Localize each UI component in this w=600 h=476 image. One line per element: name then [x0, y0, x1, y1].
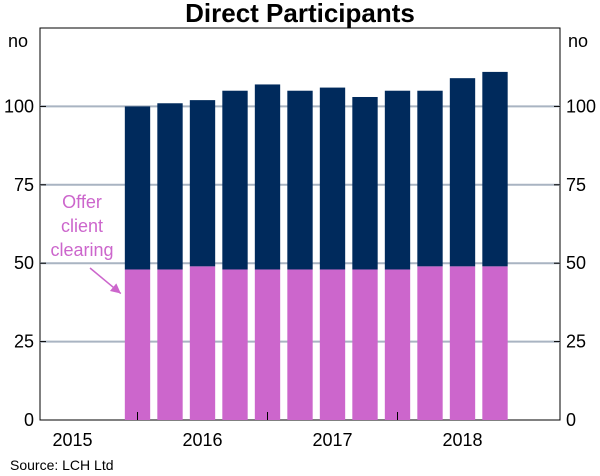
bar-client-clearing — [157, 269, 183, 420]
y-tick-label: 50 — [14, 253, 34, 273]
y-axis-left-unit: no — [8, 31, 28, 51]
bar-client-clearing — [254, 269, 281, 420]
bar-other — [319, 87, 346, 270]
y-tick-label: 75 — [14, 175, 34, 195]
bar-other — [384, 90, 411, 270]
bar-client-clearing — [449, 266, 476, 420]
bar-client-clearing — [222, 269, 248, 420]
bar-client-clearing — [319, 269, 346, 420]
annotation-line: client — [61, 216, 103, 236]
y-tick-label: 100 — [566, 96, 596, 116]
x-axis: 2015 2016 2017 2018 — [52, 412, 483, 450]
bar-other — [417, 90, 443, 267]
y-tick-label: 0 — [24, 410, 34, 430]
y-tick-label: 0 — [566, 410, 576, 430]
bar-other — [189, 100, 216, 267]
bar-other — [222, 90, 248, 270]
annotation-arrowhead — [109, 283, 121, 294]
y-axis-right: 0 25 50 75 100 — [554, 96, 596, 430]
y-tick-label: 100 — [4, 96, 34, 116]
bar-client-clearing — [189, 266, 216, 420]
bar-client-clearing — [287, 269, 313, 420]
y-axis-left: 0 25 50 75 100 — [4, 96, 46, 430]
bar-other — [449, 78, 476, 267]
bar-other — [124, 106, 151, 270]
bar-client-clearing — [417, 266, 443, 420]
x-tick-label: 2015 — [52, 430, 92, 450]
chart-title: Direct Participants — [185, 0, 415, 28]
annotation-line: clearing — [50, 240, 113, 260]
bars — [124, 71, 508, 420]
bar-other — [287, 90, 313, 270]
bar-other — [157, 103, 183, 270]
y-tick-label: 25 — [14, 332, 34, 352]
y-tick-label: 50 — [566, 253, 586, 273]
source-note: Source: LCH Ltd — [10, 457, 114, 473]
y-tick-label: 75 — [566, 175, 586, 195]
annotation-line: Offer — [62, 192, 102, 212]
bar-other — [254, 84, 281, 270]
bar-other — [352, 96, 378, 270]
x-tick-label: 2017 — [312, 430, 352, 450]
bar-client-clearing — [384, 269, 411, 420]
annotation: Offer client clearing — [50, 192, 122, 295]
y-tick-label: 25 — [566, 332, 586, 352]
x-tick-label: 2016 — [182, 430, 222, 450]
bar-client-clearing — [482, 266, 508, 420]
bar-client-clearing — [352, 269, 378, 420]
bar-client-clearing — [124, 269, 151, 420]
bar-other — [482, 71, 508, 267]
y-axis-right-unit: no — [568, 31, 588, 51]
x-tick-label: 2018 — [442, 430, 482, 450]
